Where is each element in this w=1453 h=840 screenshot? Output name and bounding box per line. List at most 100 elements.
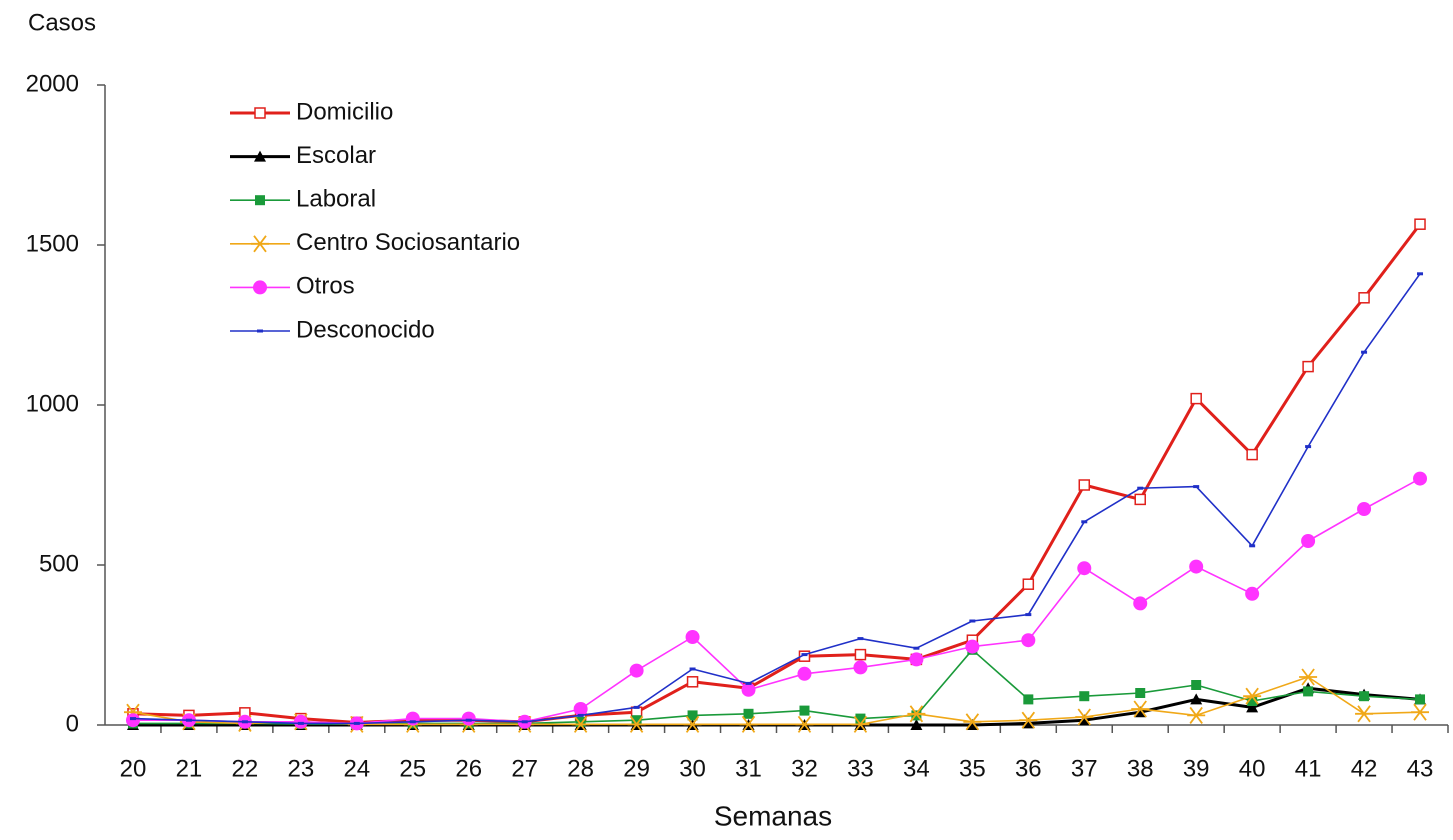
marker — [855, 713, 866, 724]
marker — [1193, 485, 1200, 489]
marker — [1302, 360, 1314, 373]
series-line — [132, 477, 1421, 725]
marker — [1414, 218, 1426, 230]
marker — [851, 715, 870, 733]
x-tick-label: 29 — [623, 755, 650, 782]
marker — [465, 718, 472, 722]
marker — [1357, 502, 1372, 516]
marker — [683, 715, 702, 733]
legend-label: Otros — [296, 273, 355, 300]
x-tick-label: 35 — [959, 755, 986, 782]
x-tick-label: 20 — [120, 755, 147, 782]
marker — [1023, 694, 1034, 705]
x-tick-label: 43 — [1407, 755, 1434, 782]
marker — [1077, 561, 1092, 576]
marker — [1361, 350, 1368, 354]
marker — [743, 708, 754, 719]
marker — [293, 714, 308, 729]
series-line — [132, 223, 1422, 724]
marker — [254, 150, 266, 162]
marker — [797, 666, 812, 681]
marker — [969, 619, 976, 623]
x-tick-label: 30 — [679, 755, 706, 782]
legend-label: Centro Sociosantario — [296, 229, 520, 256]
marker — [1019, 711, 1038, 729]
marker — [689, 667, 696, 671]
x-tick-label: 36 — [1015, 755, 1042, 782]
marker — [253, 280, 267, 295]
marker — [913, 646, 920, 650]
marker — [1246, 701, 1259, 713]
marker — [409, 720, 416, 724]
marker — [1355, 705, 1374, 723]
series-line — [132, 649, 1421, 725]
x-tick-label: 25 — [399, 755, 426, 782]
marker — [745, 681, 752, 685]
marker — [185, 718, 192, 722]
x-tick-label: 24 — [343, 755, 370, 782]
marker — [799, 705, 810, 716]
marker — [1415, 694, 1426, 705]
x-tick-label: 39 — [1183, 755, 1210, 782]
marker — [1079, 691, 1090, 702]
x-tick-label: 42 — [1351, 755, 1378, 782]
marker — [629, 663, 644, 678]
x-tick-label: 23 — [288, 755, 315, 782]
y-tick-label: 0 — [66, 710, 79, 737]
marker — [798, 650, 811, 662]
marker — [353, 721, 360, 725]
y-tick-label: 1000 — [26, 390, 79, 417]
x-tick-label: 40 — [1239, 755, 1266, 782]
marker — [1413, 471, 1428, 486]
marker — [687, 710, 698, 721]
marker — [627, 715, 646, 733]
x-axis-label: Semanas — [714, 800, 832, 831]
x-tick-label: 22 — [232, 755, 259, 782]
marker — [1187, 706, 1206, 724]
marker — [1305, 445, 1312, 449]
series-line — [132, 273, 1421, 725]
marker — [1189, 559, 1204, 574]
marker — [575, 716, 586, 727]
marker — [909, 652, 924, 667]
series-line — [132, 676, 1421, 726]
marker — [1135, 688, 1146, 698]
marker — [1358, 292, 1370, 304]
marker — [1133, 596, 1148, 611]
x-tick-label: 41 — [1295, 755, 1322, 782]
y-tick-label: 1500 — [26, 230, 79, 257]
marker — [1021, 633, 1036, 648]
marker — [1303, 686, 1314, 697]
legend-label: Domicilio — [296, 98, 393, 125]
marker — [521, 720, 528, 724]
x-tick-label: 27 — [511, 755, 538, 782]
marker — [739, 715, 758, 733]
x-tick-label: 26 — [455, 755, 482, 782]
x-tick-label: 32 — [791, 755, 818, 782]
marker — [1247, 696, 1258, 706]
marker — [257, 329, 263, 333]
marker — [854, 648, 867, 661]
marker — [686, 676, 699, 688]
marker — [1131, 700, 1150, 718]
marker — [571, 715, 590, 733]
marker — [1190, 693, 1203, 705]
marker — [1359, 691, 1370, 702]
marker — [254, 107, 266, 119]
marker — [1245, 586, 1260, 601]
marker — [1191, 680, 1202, 690]
marker — [1078, 479, 1091, 491]
marker — [1190, 392, 1202, 405]
x-tick-label: 21 — [176, 755, 203, 782]
marker — [801, 653, 808, 657]
x-tick-label: 37 — [1071, 755, 1098, 782]
marker — [129, 717, 136, 721]
x-tick-label: 28 — [567, 755, 594, 782]
marker — [573, 702, 588, 716]
x-tick-label: 34 — [903, 755, 930, 782]
marker — [1022, 578, 1035, 590]
marker — [255, 195, 265, 206]
marker — [911, 710, 922, 721]
marker — [125, 713, 140, 728]
